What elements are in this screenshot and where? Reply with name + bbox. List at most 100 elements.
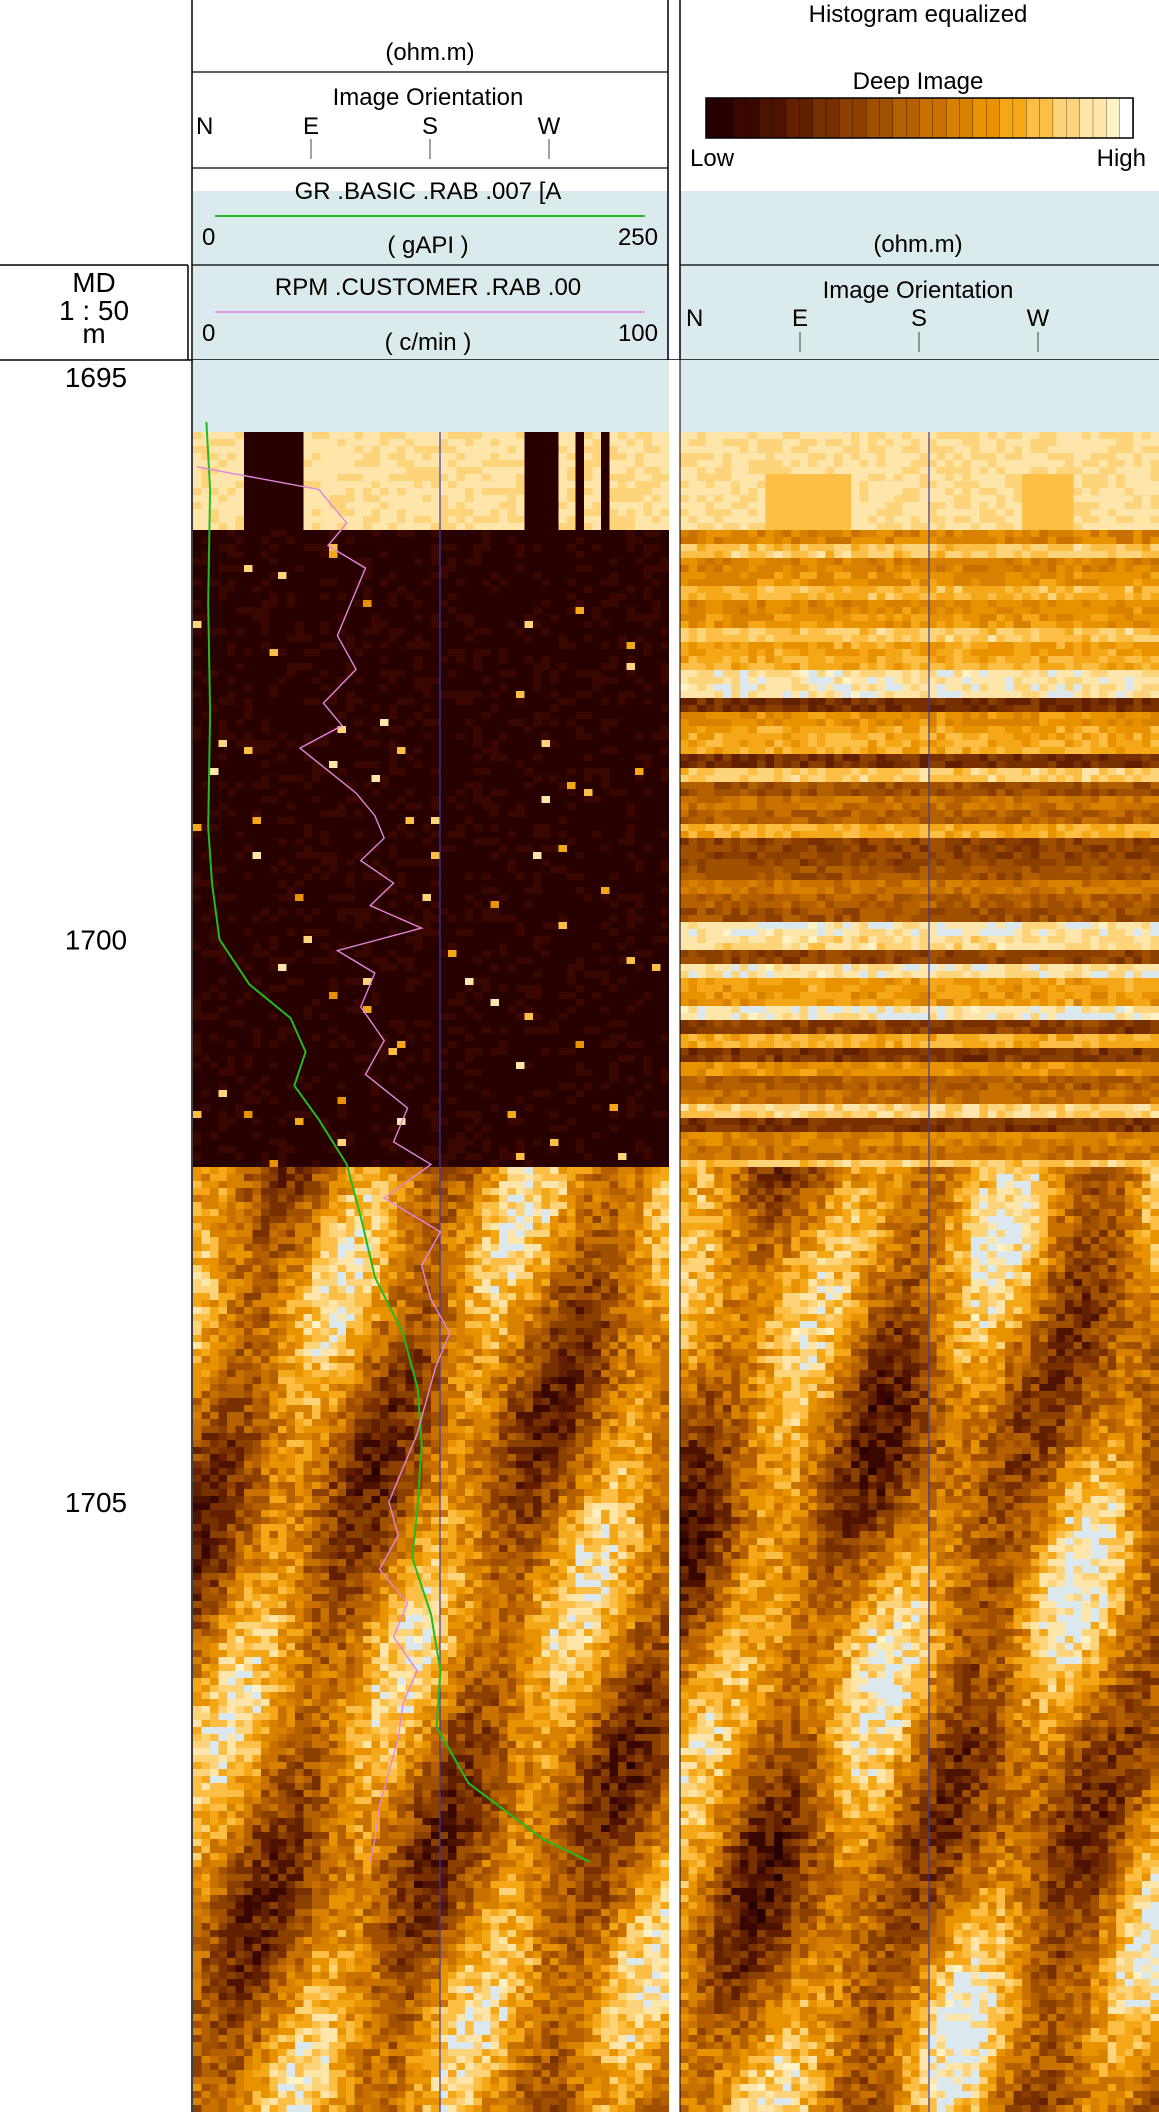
image-cell — [559, 530, 568, 538]
image-cell — [559, 656, 568, 664]
image-cell — [627, 733, 636, 741]
image-cell — [253, 565, 262, 573]
image-cell — [261, 432, 270, 440]
image-cell — [533, 509, 542, 517]
image-cell — [406, 782, 415, 790]
image-cell — [627, 775, 636, 783]
image-cell — [610, 803, 619, 811]
image-cell — [550, 474, 559, 482]
image-cell — [448, 488, 457, 496]
image-cell — [661, 642, 670, 650]
image-cell — [661, 558, 670, 566]
image-cell — [431, 565, 440, 573]
image-cell — [380, 460, 389, 468]
image-cell — [270, 586, 279, 594]
image-cell — [618, 908, 627, 916]
image-cell — [533, 936, 542, 944]
image-cell — [363, 488, 372, 496]
image-cell — [593, 670, 602, 678]
image-cell — [406, 964, 415, 972]
image-cell — [559, 943, 568, 951]
image-cell — [457, 1027, 466, 1035]
image-cell — [397, 950, 406, 958]
image-cell — [635, 502, 644, 510]
image-cell — [610, 593, 619, 601]
image-cell — [431, 551, 440, 559]
image-cell — [380, 509, 389, 517]
image-cell — [593, 446, 602, 454]
image-cell — [414, 488, 423, 496]
image-cell — [516, 558, 525, 566]
image-cell — [253, 544, 262, 552]
image-cell — [193, 684, 202, 692]
image-cell — [270, 607, 279, 615]
image-cell — [295, 572, 304, 580]
image-cell — [397, 873, 406, 881]
image-cell — [312, 838, 321, 846]
image-cell — [329, 978, 338, 986]
image-cell — [576, 502, 585, 510]
image-cell — [508, 740, 517, 748]
image-cell — [584, 852, 593, 860]
image-cell — [312, 747, 321, 755]
image-cell — [661, 761, 670, 769]
image-cell — [304, 502, 313, 510]
image-cell — [329, 817, 338, 825]
image-cell — [380, 810, 389, 818]
image-cell — [219, 1006, 228, 1014]
image-cell — [219, 586, 228, 594]
image-cell — [533, 768, 542, 776]
image-cell — [431, 509, 440, 517]
image-cell — [210, 712, 219, 720]
image-cell — [227, 740, 236, 748]
image-cell — [525, 789, 534, 797]
image-cell — [533, 978, 542, 986]
image-cell — [278, 859, 287, 867]
image-cell — [261, 915, 270, 923]
image-cell — [584, 978, 593, 986]
image-cell — [635, 894, 644, 902]
image-cell — [431, 558, 440, 566]
image-cell — [287, 971, 296, 979]
image-cell — [193, 509, 202, 517]
image-cell — [236, 649, 245, 657]
image-cell — [533, 446, 542, 454]
image-cell — [219, 663, 228, 671]
image-cell — [423, 1027, 432, 1035]
image-cell — [210, 964, 219, 972]
image-cell — [448, 600, 457, 608]
image-cell — [465, 894, 474, 902]
image-cell — [652, 810, 661, 818]
image-cell — [618, 453, 627, 461]
image-cell — [499, 761, 508, 769]
image-cell — [550, 978, 559, 986]
image-cell — [346, 859, 355, 867]
image-cell — [508, 782, 517, 790]
image-cell — [576, 712, 585, 720]
image-cell — [329, 922, 338, 930]
image-cell — [652, 1020, 661, 1028]
image-cell — [312, 579, 321, 587]
image-cell — [227, 453, 236, 461]
image-cell — [253, 950, 262, 958]
image-cell — [610, 873, 619, 881]
image-cell — [559, 887, 568, 895]
image-cell — [499, 509, 508, 517]
image-cell — [193, 635, 202, 643]
image-cell — [635, 593, 644, 601]
t2-title: Histogram equalized — [809, 1, 1028, 28]
image-cell — [423, 887, 432, 895]
image-cell — [627, 677, 636, 685]
image-cell — [414, 943, 423, 951]
image-cell — [270, 726, 279, 734]
image-cell — [278, 838, 287, 846]
image-cell — [440, 502, 449, 510]
image-cell — [457, 656, 466, 664]
image-cell — [287, 439, 296, 447]
legend-swatch — [813, 98, 827, 138]
image-cell — [389, 467, 398, 475]
image-cell — [533, 593, 542, 601]
image-cell — [559, 642, 568, 650]
image-cell — [312, 1006, 321, 1014]
image-cell — [304, 978, 313, 986]
